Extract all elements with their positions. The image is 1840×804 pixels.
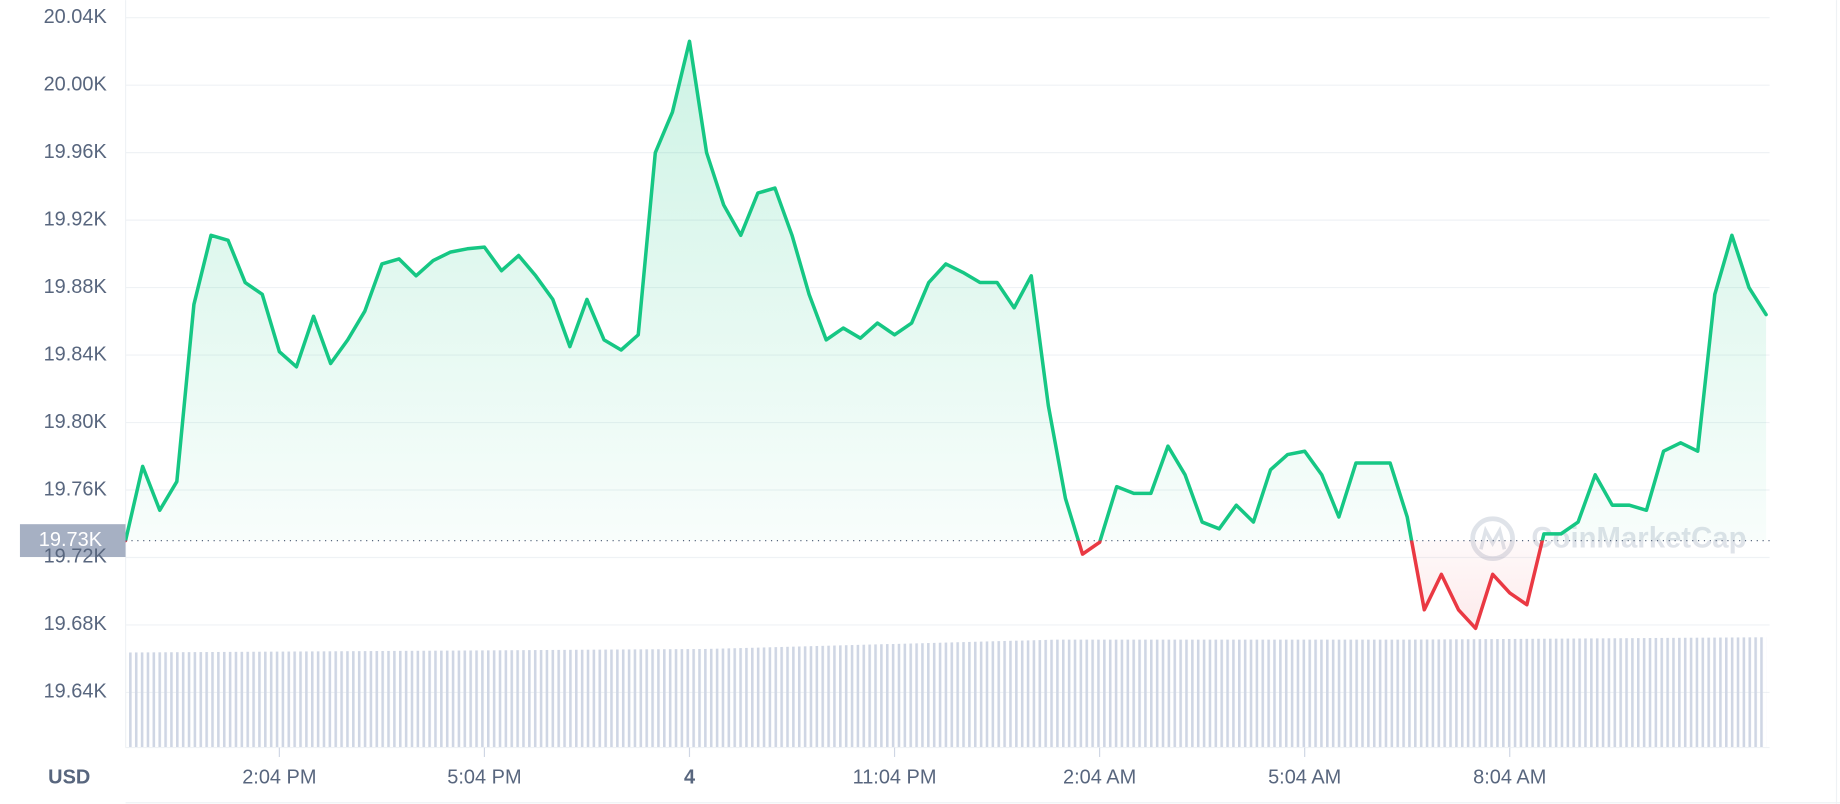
y-tick-label: 19.84K [44, 343, 108, 365]
y-tick-label: 20.00K [44, 73, 108, 95]
marks [123, 39, 1768, 631]
volume-bars [125, 637, 1767, 748]
y-tick-label: 19.96K [44, 141, 108, 163]
y-tick-label: 19.76K [44, 478, 108, 500]
x-tick-label: 8:04 AM [1473, 766, 1546, 788]
x-tick-label: 11:04 PM [853, 766, 937, 788]
y-tick-label: 19.72K [44, 546, 108, 568]
x-tick-label: 2:04 AM [1063, 766, 1136, 788]
reference-badge [19, 524, 126, 558]
y-tick-label: 20.04K [44, 6, 108, 28]
y-tick-label: 19.64K [44, 681, 108, 703]
reference-label: 19.73K [39, 529, 103, 551]
y-tick-label: 19.88K [44, 276, 108, 298]
x-tick-label: 5:04 PM [447, 766, 521, 788]
reference: 19.73K [19, 524, 1770, 558]
price-area [125, 41, 1767, 629]
y-tick-label: 19.92K [44, 208, 108, 230]
x-tick-label: 4 [684, 766, 695, 788]
y-tick-label: 19.68K [44, 613, 108, 635]
y-axis-unit: USD [48, 766, 90, 788]
y-tick-label: 19.80K [44, 411, 108, 433]
x-tick-label: 2:04 PM [242, 766, 316, 788]
x-tick-label: 5:04 AM [1268, 766, 1341, 788]
price-line [123, 39, 1768, 631]
